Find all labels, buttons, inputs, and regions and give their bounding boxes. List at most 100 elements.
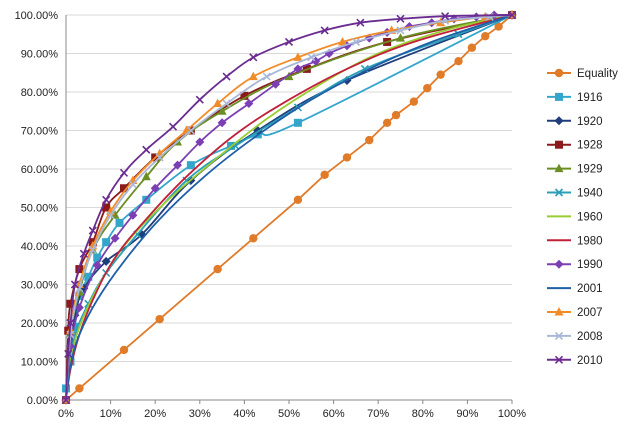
data-point-2010	[195, 95, 204, 104]
data-point-2008	[128, 180, 137, 189]
legend-entry-1929: 1929	[547, 163, 603, 176]
legend-entry-1916: 1916	[547, 92, 603, 104]
data-point-equality	[436, 70, 445, 79]
y-tick-label: 40.00%	[21, 241, 59, 253]
legend-label: 1929	[577, 164, 603, 176]
data-point-1990	[195, 137, 205, 147]
data-point-1990	[173, 160, 182, 170]
data-point-2008	[351, 37, 360, 47]
data-point-1916	[93, 253, 102, 262]
legend-swatch-marker	[555, 92, 563, 101]
data-point-equality	[423, 83, 432, 93]
legend-swatch-marker	[554, 188, 564, 197]
data-point-2008	[186, 126, 195, 135]
y-tick-label: 90.00%	[21, 49, 59, 61]
data-point-2007	[213, 98, 223, 108]
series-2010	[61, 10, 517, 405]
series-1960	[65, 14, 513, 401]
legend-label: Equality	[577, 68, 618, 80]
data-point-2010	[320, 26, 329, 35]
legend-swatch-marker	[554, 355, 564, 364]
data-point-1990	[271, 79, 281, 89]
data-point-2008	[66, 330, 75, 339]
data-point-2010	[284, 37, 294, 47]
legend-entry-equality: Equality	[547, 68, 618, 80]
x-tick-label: 100%	[498, 408, 526, 420]
data-point-2010	[249, 53, 258, 62]
data-point-1929	[284, 71, 294, 81]
x-tick-label: 10%	[100, 408, 122, 420]
y-tick-label: 0.00%	[27, 395, 58, 407]
data-point-2010	[66, 318, 75, 328]
x-tick-label: 20%	[144, 408, 166, 420]
data-point-1990	[293, 64, 303, 74]
data-point-1990	[92, 260, 102, 270]
x-tick-label: 0%	[58, 408, 74, 420]
legend-swatch-marker	[554, 116, 564, 126]
legend-label: 2008	[577, 331, 603, 343]
y-tick-label: 30.00%	[21, 280, 59, 292]
data-point-1920	[101, 256, 111, 266]
data-point-2010	[142, 145, 151, 154]
data-point-2010	[102, 195, 111, 204]
legend-swatch-marker	[554, 163, 564, 173]
data-point-2007	[338, 36, 348, 46]
data-point-2008	[88, 245, 97, 254]
data-point-equality	[213, 264, 222, 274]
legend-swatch-marker	[555, 140, 563, 149]
data-point-equality	[391, 110, 401, 120]
data-point-1940	[231, 141, 240, 150]
data-point-equality	[454, 57, 463, 66]
data-point-2008	[307, 53, 316, 62]
legend-entry-1960: 1960	[547, 211, 603, 223]
data-point-1916	[293, 118, 302, 127]
y-tick-label: 10.00%	[21, 357, 59, 369]
data-point-1990	[110, 233, 120, 243]
data-point-1929	[396, 33, 405, 42]
x-tick-label: 30%	[189, 408, 211, 420]
data-point-2010	[168, 122, 178, 131]
data-point-equality	[320, 170, 329, 179]
legend-label: 1916	[577, 92, 603, 104]
data-point-1928	[119, 184, 128, 193]
data-point-2007	[293, 52, 303, 61]
data-point-1990	[244, 99, 254, 109]
legend-swatch-marker	[554, 259, 564, 269]
data-point-2010	[356, 18, 365, 27]
legend-entry-1940: 1940	[547, 188, 603, 200]
data-point-1990	[150, 183, 160, 193]
series-2001	[65, 14, 513, 401]
data-point-equality	[155, 314, 164, 324]
data-point-1928	[102, 203, 111, 212]
x-tick-label: 50%	[278, 408, 300, 420]
data-point-1916	[84, 272, 93, 281]
data-point-1916	[102, 238, 111, 247]
y-tick-label: 70.00%	[21, 126, 59, 138]
series-line-2008	[65, 14, 513, 401]
data-point-2010	[222, 72, 231, 81]
series-line-1960	[65, 14, 513, 401]
legend-swatch-marker	[554, 331, 564, 340]
x-tick-label: 80%	[412, 408, 434, 420]
data-point-1990	[128, 210, 138, 220]
data-point-1928	[66, 299, 75, 308]
y-tick-label: 100.00%	[15, 10, 59, 22]
y-tick-label: 20.00%	[21, 318, 59, 330]
data-point-2008	[222, 99, 231, 108]
y-tick-label: 80.00%	[21, 87, 59, 99]
data-point-2008	[396, 26, 405, 35]
x-tick-label: 70%	[367, 408, 389, 420]
legend-entry-2007: 2007	[547, 307, 603, 319]
x-tick-label: 90%	[456, 408, 478, 420]
y-tick-label: 50.00%	[21, 203, 59, 215]
legend-label: 2010	[577, 355, 603, 367]
data-point-2008	[106, 211, 115, 220]
data-point-2010	[61, 395, 71, 405]
data-point-equality	[481, 31, 490, 41]
y-axis-tick-labels: 0.00% 10.00% 20.00% 30.00% 40.00% 50.00% 60.00…	[15, 10, 59, 407]
x-tick-label: 60%	[323, 408, 345, 420]
series-equality	[61, 10, 517, 405]
data-point-1916	[115, 218, 124, 227]
legend-entry-2001: 2001	[547, 283, 603, 295]
legend-entry-1990: 1990	[547, 259, 603, 271]
